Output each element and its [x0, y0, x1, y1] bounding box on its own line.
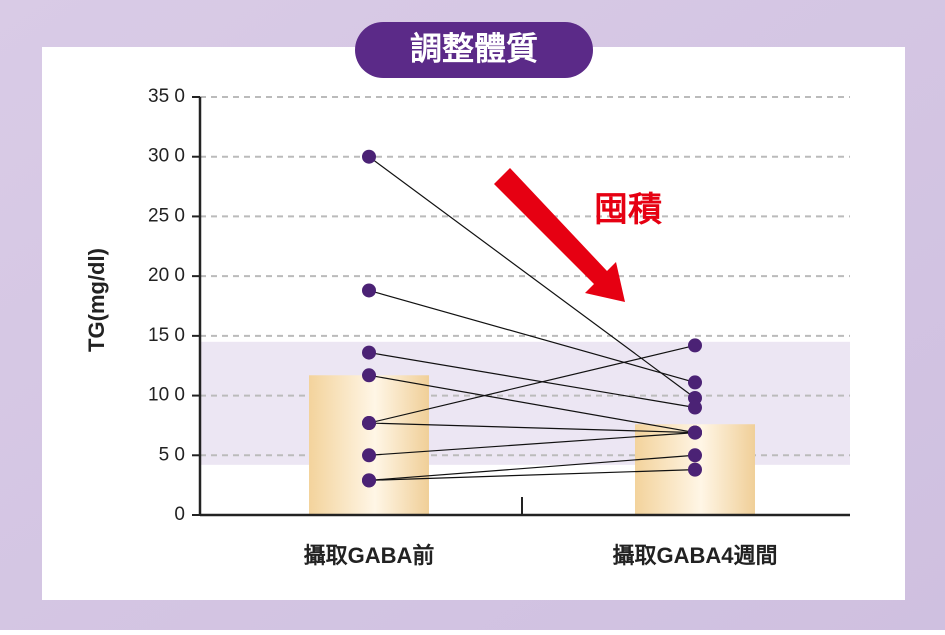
dot	[688, 375, 702, 390]
dot	[362, 149, 376, 164]
dot	[362, 368, 376, 383]
plot: 0 5 0 10 0 15 0 20 0 25 0 30 0 35 0 攝取GABA前 攝取GAB…	[148, 86, 850, 568]
pair-line	[368, 454, 696, 481]
dot	[362, 416, 376, 431]
dot	[688, 425, 702, 440]
y-tick-label: 10 0	[148, 385, 185, 406]
pair-line	[368, 469, 696, 481]
x-tick-label: 攝取GABA前	[304, 543, 435, 568]
bar	[309, 375, 429, 515]
dot	[362, 345, 376, 360]
annotation: 囤積	[594, 191, 662, 229]
pair-line	[368, 374, 696, 434]
pair-line	[368, 289, 696, 384]
dot	[688, 338, 702, 353]
pair-line	[368, 431, 696, 456]
arrow	[494, 168, 625, 302]
pair-line	[368, 422, 696, 434]
pair-line	[368, 344, 696, 424]
y-tick-label: 5 0	[159, 444, 185, 465]
y-tick-label: 35 0	[148, 86, 185, 107]
dot	[362, 473, 376, 488]
x-tick-label: 攝取GABA4週間	[612, 543, 777, 568]
pair-line	[368, 351, 696, 409]
dot	[688, 448, 702, 463]
y-tick-label: 20 0	[148, 265, 185, 286]
dot	[688, 462, 702, 477]
y-axis-label: TG(mg/dl)	[84, 248, 109, 352]
dot	[362, 283, 376, 298]
y-tick-label: 30 0	[148, 146, 185, 167]
title-pill	[355, 22, 593, 78]
chart-title: 調整體質	[410, 30, 538, 66]
y-tick-label: 15 0	[148, 325, 185, 346]
dot	[362, 448, 376, 463]
dot	[688, 400, 702, 415]
panel	[42, 47, 905, 600]
y-tick-label: 0	[174, 504, 185, 525]
y-tick-label: 25 0	[148, 205, 185, 226]
